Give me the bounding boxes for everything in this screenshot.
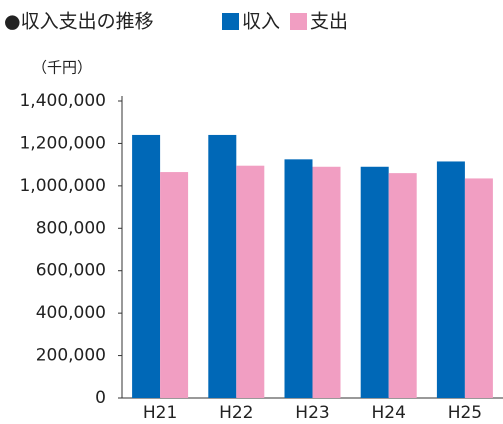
bar	[436, 161, 465, 398]
bar	[360, 166, 389, 398]
y-tick-label: 0	[95, 388, 106, 408]
bar	[284, 159, 313, 398]
x-tick-label: H22	[219, 403, 253, 423]
y-unit: （千円）	[32, 59, 92, 77]
legend-label: 支出	[310, 11, 348, 33]
legend-swatch	[290, 13, 307, 30]
y-tick-label: 200,000	[36, 346, 106, 366]
bar	[236, 165, 265, 398]
y-tick-label: 800,000	[36, 218, 106, 238]
y-tick-label: 1,200,000	[19, 133, 106, 153]
bar	[132, 134, 161, 398]
x-tick-label: H24	[371, 403, 405, 423]
bar	[464, 178, 493, 398]
y-tick-label: 1,000,000	[19, 176, 106, 196]
legend-label: 収入	[242, 11, 280, 33]
x-tick-label: H23	[295, 403, 329, 423]
chart-title: ●収入支出の推移	[4, 11, 154, 33]
x-tick-label: H21	[143, 403, 177, 423]
bar	[160, 172, 189, 398]
bar	[388, 173, 417, 398]
y-tick-label: 1,400,000	[19, 91, 106, 111]
y-tick-label: 400,000	[36, 303, 106, 323]
bar	[208, 134, 237, 398]
x-tick-label: H25	[448, 403, 482, 423]
bar	[312, 166, 341, 398]
legend-swatch	[222, 13, 239, 30]
y-tick-label: 600,000	[36, 261, 106, 281]
